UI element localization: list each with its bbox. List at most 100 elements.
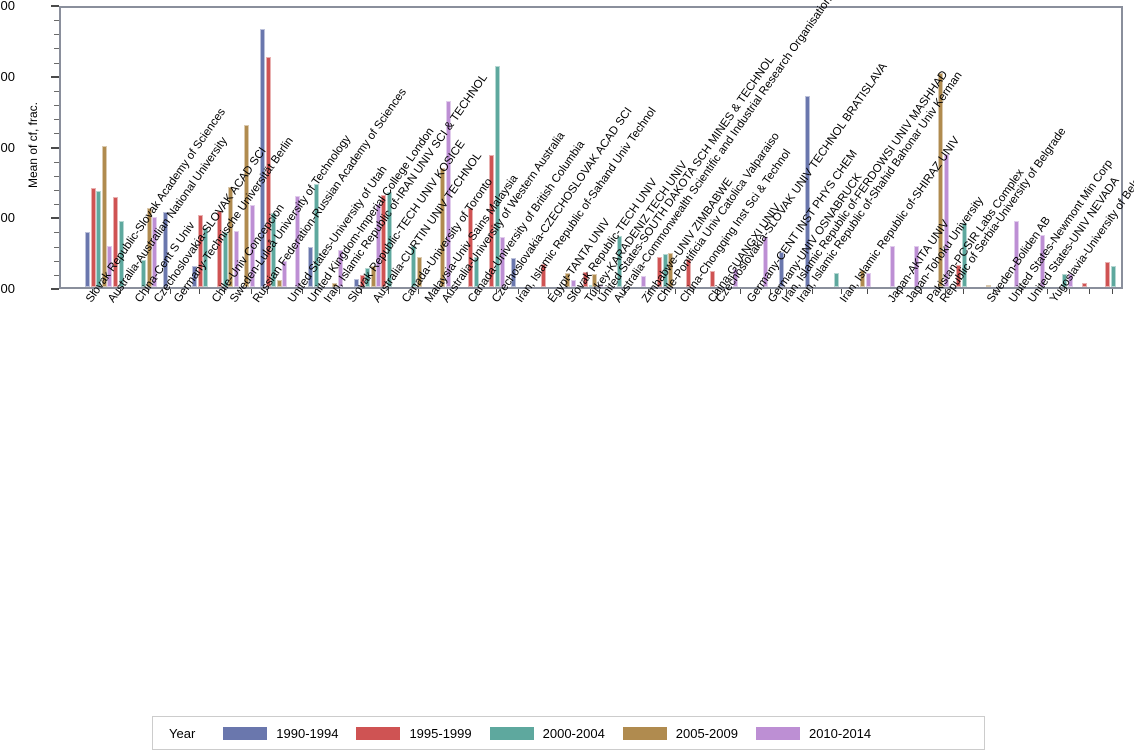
legend-entry-2005-2009[interactable]: 2005-2009 xyxy=(622,725,738,741)
bar xyxy=(222,231,228,287)
bar xyxy=(337,249,343,287)
bar xyxy=(468,207,473,287)
legend-entry-2000-2004[interactable]: 2000-2004 xyxy=(489,726,605,741)
bar xyxy=(565,272,570,287)
bar xyxy=(295,196,300,287)
y-tick-minor xyxy=(54,34,59,36)
bar xyxy=(265,57,271,287)
bar xyxy=(733,269,738,287)
y-tick-minor xyxy=(54,232,59,234)
x-tick xyxy=(1112,289,1113,294)
x-tick xyxy=(945,289,946,294)
bar xyxy=(943,154,949,287)
bar xyxy=(101,145,107,287)
bar xyxy=(1110,265,1116,287)
plot-area xyxy=(61,6,1123,289)
bar xyxy=(1067,274,1073,287)
bar xyxy=(865,272,871,287)
bar xyxy=(313,183,319,287)
y-tick-label: 2.00 xyxy=(0,139,15,155)
bar xyxy=(233,231,239,287)
y-tick-label: 3.00 xyxy=(0,68,15,84)
x-tick xyxy=(841,289,842,294)
bar xyxy=(860,270,865,287)
y-tick-minor xyxy=(54,161,59,163)
legend-entry-1990-1994[interactable]: 1990-1994 xyxy=(223,726,338,741)
bar xyxy=(617,236,622,287)
y-tick-major xyxy=(51,146,59,149)
x-tick xyxy=(812,289,813,294)
bar xyxy=(85,231,90,287)
bar xyxy=(1014,221,1019,287)
bar xyxy=(986,285,991,287)
bar xyxy=(141,260,146,287)
x-tick xyxy=(496,289,497,294)
x-tick xyxy=(897,289,898,294)
y-tick-label: 1.00 xyxy=(0,210,15,226)
bar xyxy=(203,228,209,287)
y-tick-major xyxy=(51,5,59,7)
bar xyxy=(271,212,277,287)
bar xyxy=(834,272,839,287)
y-tick-minor xyxy=(54,20,59,22)
legend-swatch-icon xyxy=(755,726,800,740)
legend-entries: 1990-1994 1995-1999 2000-2004 2005-2009 2010… xyxy=(205,726,871,741)
bar xyxy=(1105,262,1110,287)
legend-entry-1995-1999[interactable]: 1995-1999 xyxy=(356,725,472,741)
bar xyxy=(494,65,500,287)
bar xyxy=(592,273,597,287)
x-tick xyxy=(251,289,252,294)
x-tick xyxy=(224,289,225,294)
bar xyxy=(386,192,392,287)
bar xyxy=(938,73,943,287)
x-tick xyxy=(418,289,419,294)
bar xyxy=(961,223,967,287)
bar xyxy=(657,256,662,287)
x-tick xyxy=(648,289,649,294)
bar xyxy=(440,168,445,287)
bar xyxy=(416,257,422,287)
bar xyxy=(359,274,365,287)
bar xyxy=(1040,234,1045,287)
bar xyxy=(1082,283,1087,287)
bar xyxy=(411,245,416,287)
bar xyxy=(763,237,768,287)
x-tick xyxy=(1047,289,1048,294)
x-tick xyxy=(388,289,389,294)
legend-swatch-icon xyxy=(489,726,534,740)
bar xyxy=(244,124,249,287)
x-tick xyxy=(993,289,994,294)
bar xyxy=(473,256,479,287)
legend-label: 2005-2009 xyxy=(675,725,738,741)
bar xyxy=(445,100,451,287)
y-tick-minor xyxy=(54,189,59,191)
bar xyxy=(376,203,382,287)
x-tick xyxy=(315,289,316,294)
legend-label: 1995-1999 xyxy=(409,725,472,741)
x-tick xyxy=(572,289,573,294)
legend-entry-2010-2014[interactable]: 2010-2014 xyxy=(755,726,871,741)
bar xyxy=(249,204,255,287)
y-tick-minor xyxy=(54,204,59,206)
x-tick xyxy=(148,289,149,294)
bar xyxy=(890,245,895,287)
x-tick xyxy=(170,289,171,294)
bar xyxy=(90,187,96,287)
x-tick xyxy=(770,289,771,294)
bar xyxy=(541,264,546,287)
legend-label: 1990-1994 xyxy=(276,725,339,741)
bar xyxy=(308,247,313,287)
x-tick xyxy=(786,289,787,294)
bar xyxy=(365,267,371,287)
bar xyxy=(583,272,588,287)
bar xyxy=(779,252,784,287)
x-tick xyxy=(1021,289,1022,294)
x-tick xyxy=(693,289,694,294)
bar xyxy=(641,276,646,287)
x-tick xyxy=(664,289,665,294)
chart-legend[interactable]: Year 1990-1994 1995-1999 2000-2004 2005-200… xyxy=(152,716,985,750)
y-tick-minor xyxy=(54,133,59,135)
x-tick xyxy=(518,289,519,294)
legend-swatch-icon xyxy=(622,726,667,740)
